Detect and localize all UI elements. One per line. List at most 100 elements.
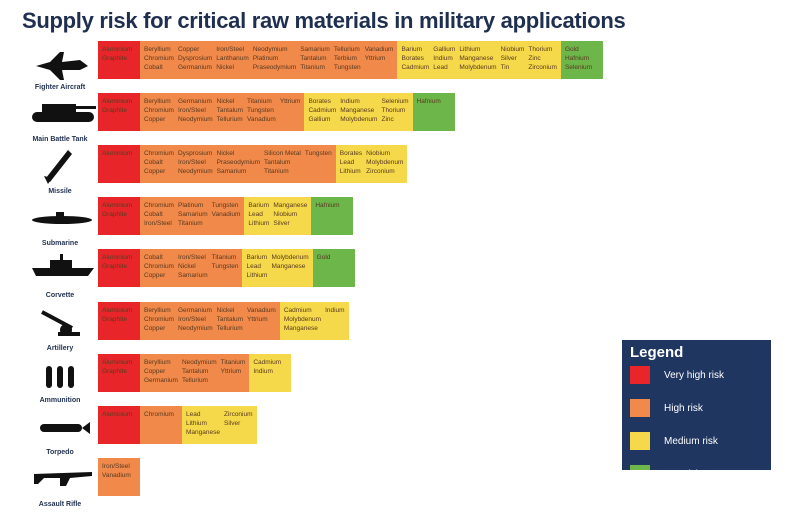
material: Thorium xyxy=(381,107,406,115)
risk-segment: Beryllium Chromium Copper Germanium Iron/Ste… xyxy=(140,93,305,132)
material: Manganese xyxy=(273,202,308,210)
material-column: Gallium Indium Lead xyxy=(433,45,455,79)
material-column: Germanium Iron/Steel Neodymium xyxy=(178,97,213,131)
material-column: Aluminium Graphite xyxy=(102,358,132,392)
material: Tungsten xyxy=(247,107,274,115)
material: Niobium xyxy=(366,150,391,158)
material: Germanium xyxy=(177,98,212,106)
risk-segment: Aluminium Graphite xyxy=(98,93,140,132)
risk-segment: Aluminium Graphite xyxy=(98,197,140,236)
material: Graphite xyxy=(102,367,127,375)
material-column: Cadmium Molybdenum Manganese xyxy=(284,306,321,340)
material: Titanium xyxy=(264,168,289,176)
material: Tellurium xyxy=(216,116,243,124)
material: Praseodymium xyxy=(216,159,261,167)
material-column: Nickel Tantalum Tellurium xyxy=(217,306,243,340)
material: Molybdenum xyxy=(366,159,404,167)
risk-bar: Aluminium Graphite Beryllium Chromium Cobalt… xyxy=(98,41,603,79)
material: Silver xyxy=(273,220,290,228)
row-label: Main Battle Tank xyxy=(32,136,88,144)
material: Iron/Steel xyxy=(216,46,245,53)
material-column: Niobium Silver Tin xyxy=(501,45,525,79)
material-column: Aluminium xyxy=(102,149,132,183)
material: Gold xyxy=(564,46,579,53)
submarine-icon xyxy=(32,212,92,224)
risk-segment: Beryllium Chromium Cobalt Copper Dysprosium G… xyxy=(140,41,398,79)
material: Vanadium xyxy=(364,46,394,53)
material: Neodymium xyxy=(177,116,213,124)
row-label: Artillery xyxy=(46,344,74,352)
risk-bar: Aluminium Graphite Chromium Cobalt Iron/Stee… xyxy=(98,197,354,236)
material-column: Aluminium Graphite xyxy=(102,201,132,235)
material-column: Chromium xyxy=(144,410,174,444)
material: Terbium xyxy=(333,55,357,62)
material-column: Chromium Cobalt Copper xyxy=(144,149,174,183)
material-column: Beryllium Chromium Copper xyxy=(144,97,174,131)
material: Copper xyxy=(144,168,166,176)
material: Selenium xyxy=(564,64,593,71)
risk-segment: Aluminium xyxy=(98,145,140,184)
risk-bar: Aluminium Graphite Beryllium Chromium Copper… xyxy=(98,93,455,132)
risk-segment: Chromium Cobalt Iron/Steel Platinum Samarium… xyxy=(140,197,245,236)
fighter-icon xyxy=(36,52,88,80)
material: Cobalt xyxy=(144,159,163,167)
material: Chromium xyxy=(144,263,174,271)
material: Beryllium xyxy=(144,358,171,366)
material: Zirconium xyxy=(366,168,395,176)
material: Cadmium xyxy=(253,358,282,366)
row-label: Ammunition xyxy=(39,396,81,404)
material-column: Neodymium Platinum Praseodymium xyxy=(253,45,296,79)
risk-segment: Hafnium xyxy=(311,197,354,236)
risk-segment: Chromium Cobalt Copper Dysprosium Iron/Steel… xyxy=(140,145,336,184)
material: Copper xyxy=(144,116,166,124)
material-column: Aluminium Graphite xyxy=(102,253,132,287)
material: Lithium xyxy=(246,272,268,280)
material: Silicon Metal xyxy=(264,150,301,158)
material: Cobalt xyxy=(144,64,163,71)
material: Titanium xyxy=(220,358,246,366)
material-column: Cadmium Indium xyxy=(253,358,281,392)
material: Lead xyxy=(186,410,201,418)
material: Dysprosium xyxy=(177,55,213,62)
material: Tantalum xyxy=(216,315,244,323)
material: Lanthanum xyxy=(216,55,249,62)
material: Barium xyxy=(401,46,423,53)
risk-bar: Aluminium Chromium Cobalt Copper Dysprosium I… xyxy=(98,145,408,184)
material-column: Indium Manganese Molybdenum xyxy=(340,97,377,131)
material-column: Molybdenum Manganese xyxy=(271,253,308,287)
material-column: Selenium Thorium Zinc xyxy=(381,97,408,131)
material: Aluminium xyxy=(102,98,133,106)
material-column: Titanium Yttrium xyxy=(221,358,246,392)
legend-item: Very high risk xyxy=(630,365,724,385)
material-column: Vanadium Yttrium xyxy=(247,306,276,340)
material-column: Iron/Steel Nickel Samarium xyxy=(178,253,208,287)
material: Iron/Steel xyxy=(177,254,206,262)
material: Chromium xyxy=(144,315,174,323)
material: Molybdenum xyxy=(271,254,309,262)
material: Molybdenum xyxy=(283,315,322,323)
risk-segment: Cadmium Indium xyxy=(249,353,292,392)
risk-segment: Aluminium Graphite xyxy=(98,249,140,288)
material: Samarium xyxy=(300,46,330,53)
risk-bar: Aluminium Chromium Lead Lithium Manganese Zir… xyxy=(98,405,257,444)
material: Silver xyxy=(223,419,241,427)
missile-icon xyxy=(44,150,72,184)
material-column: Manganese Niobium Silver xyxy=(273,201,307,235)
material: Aluminium xyxy=(102,46,133,53)
material-column: Platinum Samarium Titanium xyxy=(178,201,208,235)
material-column: Tellurium Terbium Tungsten xyxy=(334,45,361,79)
material-column: Nickel Praseodymium Samarium xyxy=(217,149,260,183)
material: Tellurium xyxy=(181,376,208,384)
material: Manganese xyxy=(459,55,494,62)
material: Borates xyxy=(401,55,424,62)
legend-label: Low risk xyxy=(664,469,701,471)
material: Lithium xyxy=(248,220,270,228)
material: Graphite xyxy=(102,107,127,115)
material: Chromium xyxy=(144,410,174,418)
material: Manganese xyxy=(186,428,220,436)
material-column: Yttrium xyxy=(280,97,301,131)
risk-segment: Barium Lead Lithium Molybdenum Manganese xyxy=(242,249,313,288)
material: Lead xyxy=(246,263,261,271)
material: Indium xyxy=(433,55,453,62)
row-label: Missile xyxy=(48,188,72,196)
